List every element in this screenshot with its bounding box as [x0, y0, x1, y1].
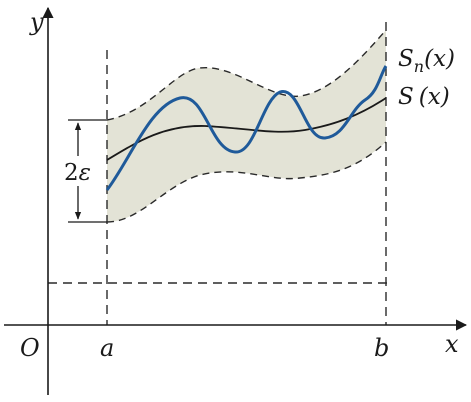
band-upper-edge	[106, 29, 387, 121]
epsilon-band	[107, 30, 386, 222]
s-curve-label: S (x)	[398, 84, 450, 110]
x-axis-label: x	[445, 330, 459, 358]
sn-curve-label: Sn(x)	[398, 46, 455, 76]
y-axis-label: y	[29, 8, 44, 36]
band-width-label: 2ε	[64, 160, 91, 186]
band-width-label-bg	[62, 156, 96, 186]
origin-label: O	[20, 334, 40, 362]
sn-curve	[105, 65, 388, 191]
b-label: b	[374, 334, 389, 362]
band-lower-edge	[106, 141, 387, 223]
s-curve	[106, 97, 387, 161]
a-label: a	[100, 334, 114, 362]
